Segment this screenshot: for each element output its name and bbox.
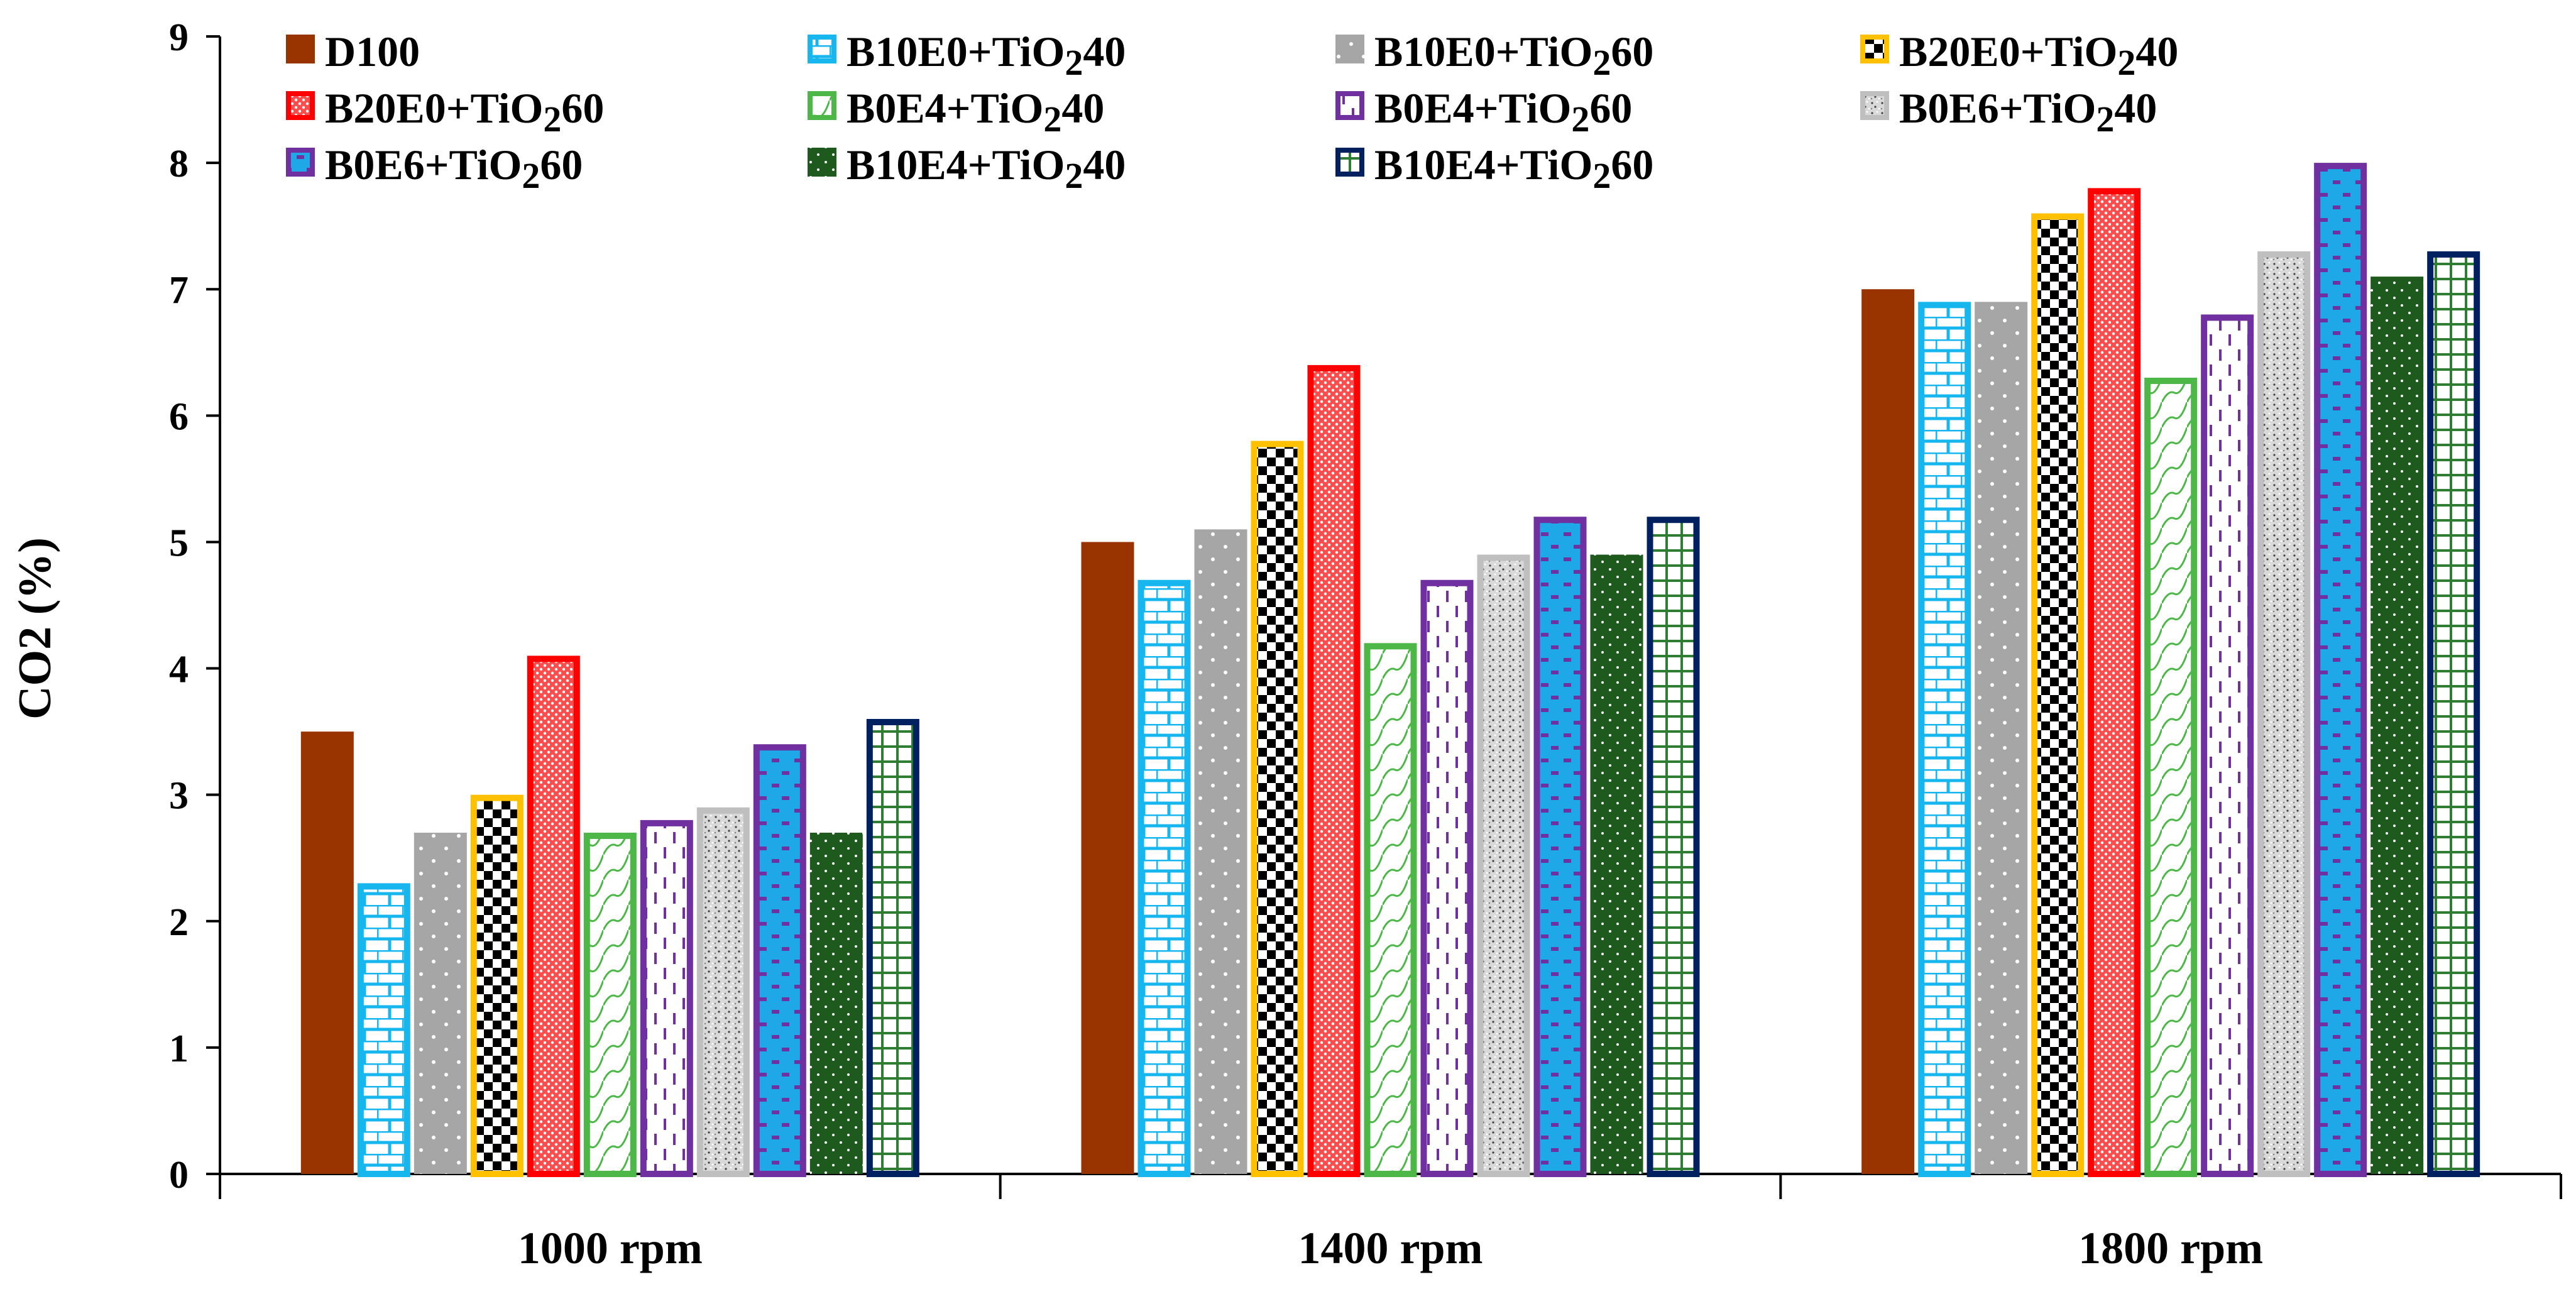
bars [300,163,2480,1178]
legend-swatch [808,35,836,63]
legend-label: B10E4+TiO260 [1374,141,1653,196]
bar [357,883,410,1177]
legend-label: B20E0+TiO240 [1899,28,2178,83]
bar [2257,251,2311,1177]
legend-swatch [1335,148,1364,177]
legend-swatch [286,148,315,177]
y-tick-label: 0 [169,1154,189,1197]
bar [1420,579,1474,1177]
bar [809,833,863,1174]
y-tick-label: 4 [169,649,189,691]
y-tick-label: 5 [169,522,189,564]
bar [2370,277,2424,1175]
bar [696,807,750,1178]
bar [1647,517,1700,1178]
y-axis-title: CO2 (%) [9,537,61,720]
legend-swatch [286,35,315,63]
y-tick-label: 6 [169,395,189,438]
bar [583,833,637,1177]
legend-swatch [808,148,836,177]
bar [1861,289,1915,1175]
legend-label: B0E6+TiO260 [325,141,583,196]
x-category-label: 1000 rpm [518,1223,703,1273]
legend-label: B0E6+TiO240 [1899,84,2157,140]
bar [1251,441,1304,1177]
legend-swatch [286,91,315,120]
bar [1194,529,1247,1175]
legend-label: B10E0+TiO260 [1374,28,1653,83]
bar [1477,554,1530,1177]
bar [1307,364,1361,1177]
y-tick-label: 7 [169,269,189,312]
bar [1975,302,2028,1174]
legend-label: B0E4+TiO260 [1374,84,1632,140]
bar [1590,554,1643,1174]
legend-swatch [1335,35,1364,63]
y-tick-label: 2 [169,901,189,944]
y-tick-label: 3 [169,775,189,818]
legend-swatch [1860,91,1889,120]
bar [2201,314,2254,1177]
bar [1137,579,1191,1177]
legend-label: B10E0+TiO240 [847,28,1126,83]
bar [2088,188,2141,1177]
bar [527,655,580,1177]
bar [414,833,467,1174]
legend-swatch [1860,35,1889,63]
bar [1533,517,1587,1178]
legend-swatch [1335,91,1364,120]
bar [300,732,354,1174]
legend-label: B20E0+TiO260 [325,84,604,140]
legend: D100 B10E0+TiO240 B10E0+TiO260 B20E0+TiO240… [286,28,2178,196]
bar [470,794,523,1177]
legend-label: B10E4+TiO240 [847,141,1126,196]
bar [753,744,806,1177]
x-category-label: 1400 rpm [1298,1223,1483,1273]
bar [2031,213,2085,1177]
bar [866,719,919,1177]
bar [2144,378,2198,1177]
bar [1364,643,1417,1178]
y-tick-label: 8 [169,143,189,185]
y-tick-label: 9 [169,16,189,59]
legend-swatch [808,91,836,120]
legend-label: B0E4+TiO240 [847,84,1104,140]
x-category-label: 1800 rpm [2078,1223,2263,1273]
bar [1918,302,1971,1177]
bar [2427,251,2480,1177]
y-tick-label: 1 [169,1028,189,1070]
bar [2314,163,2367,1178]
bar [640,819,693,1177]
bar [1081,542,1134,1174]
legend-label: D100 [325,28,420,75]
